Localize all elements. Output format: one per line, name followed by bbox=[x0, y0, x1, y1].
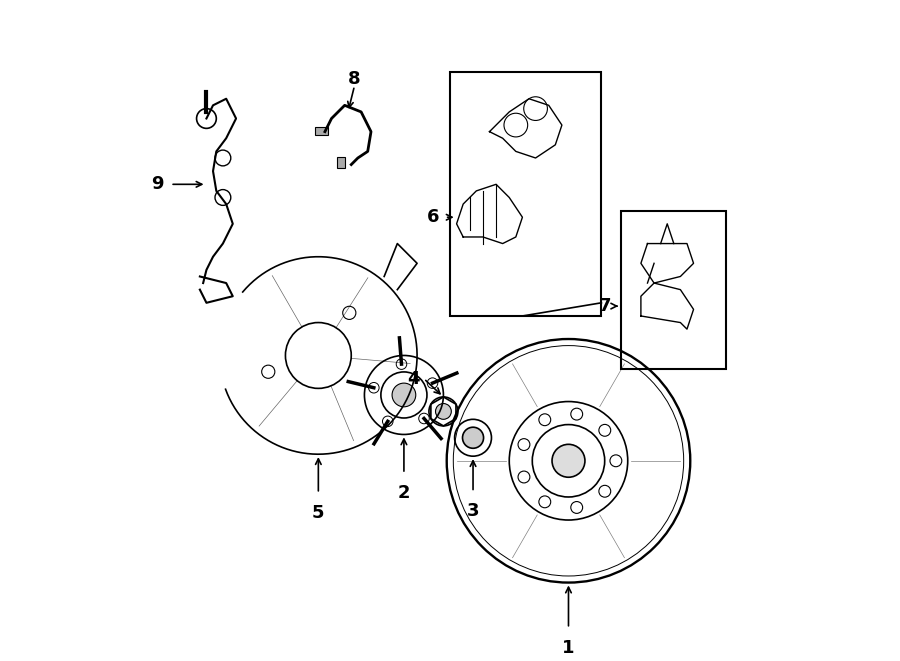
Text: 4: 4 bbox=[408, 369, 420, 387]
Bar bbox=[315, 127, 328, 135]
Bar bbox=[450, 73, 601, 316]
Text: 8: 8 bbox=[348, 70, 361, 88]
Circle shape bbox=[463, 427, 483, 448]
Circle shape bbox=[396, 359, 407, 369]
Circle shape bbox=[392, 383, 416, 407]
Text: 1: 1 bbox=[562, 639, 575, 656]
Text: 5: 5 bbox=[312, 504, 325, 522]
Circle shape bbox=[436, 403, 451, 419]
Circle shape bbox=[369, 383, 379, 393]
Circle shape bbox=[382, 416, 393, 426]
Text: 3: 3 bbox=[467, 502, 480, 520]
Circle shape bbox=[418, 413, 429, 424]
Text: 9: 9 bbox=[151, 175, 163, 193]
Circle shape bbox=[428, 378, 437, 389]
Text: 7: 7 bbox=[598, 297, 611, 315]
Text: 2: 2 bbox=[398, 484, 410, 502]
Text: 6: 6 bbox=[428, 208, 440, 226]
Bar bbox=[621, 211, 726, 369]
Bar bbox=[337, 157, 345, 168]
Circle shape bbox=[552, 444, 585, 477]
